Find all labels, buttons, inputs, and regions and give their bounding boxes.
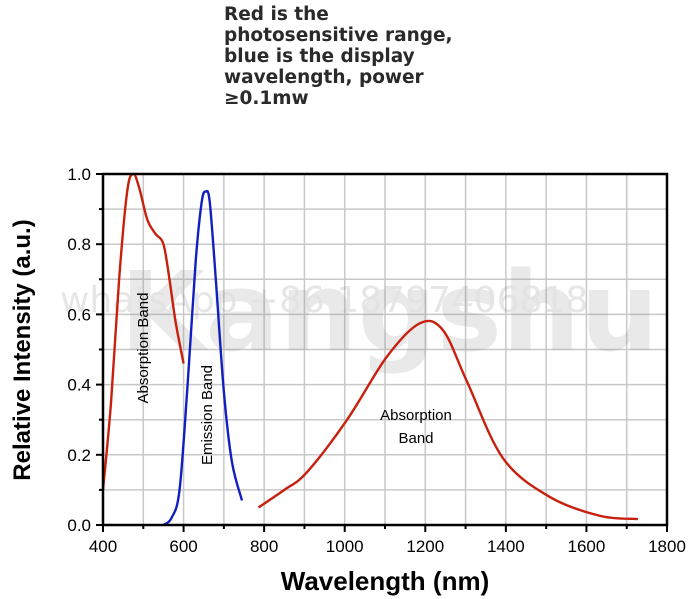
x-axis-label: Wavelength (nm) [281, 566, 489, 596]
series-line-3 [257, 319, 639, 521]
x-tick-label: 1400 [487, 537, 525, 556]
x-tick-label: 1000 [326, 537, 364, 556]
grid [103, 174, 667, 525]
y-tick-label: 0.0 [67, 516, 91, 535]
x-tick-label: 1600 [568, 537, 606, 556]
x-tick-label: 400 [89, 537, 117, 556]
caption-text: Red is the photosensitive range, blue is… [224, 4, 453, 109]
watermark-small: whatsApp +86 18797406818 [60, 280, 588, 321]
x-tick-label: 1200 [406, 537, 444, 556]
y-tick-label: 0.8 [67, 235, 91, 254]
x-tick-label: 1800 [648, 537, 686, 556]
band-label-emission: Emission Band [199, 365, 216, 465]
y-axis-label: Relative Intensity (a.u.) [9, 219, 36, 480]
y-tick-label: 1.0 [67, 165, 91, 184]
x-tick-label: 800 [250, 537, 278, 556]
y-tick-label: 0.6 [67, 305, 91, 324]
band-label-absorption-2: Absorption Band [380, 407, 452, 447]
series-line-1 [101, 172, 185, 491]
y-tick-label: 0.2 [67, 446, 91, 465]
x-tick-label: 600 [169, 537, 197, 556]
y-tick-label: 0.4 [67, 376, 91, 395]
series-line-2 [162, 189, 244, 527]
band-label-absorption-1: Absorption Band [135, 293, 152, 404]
